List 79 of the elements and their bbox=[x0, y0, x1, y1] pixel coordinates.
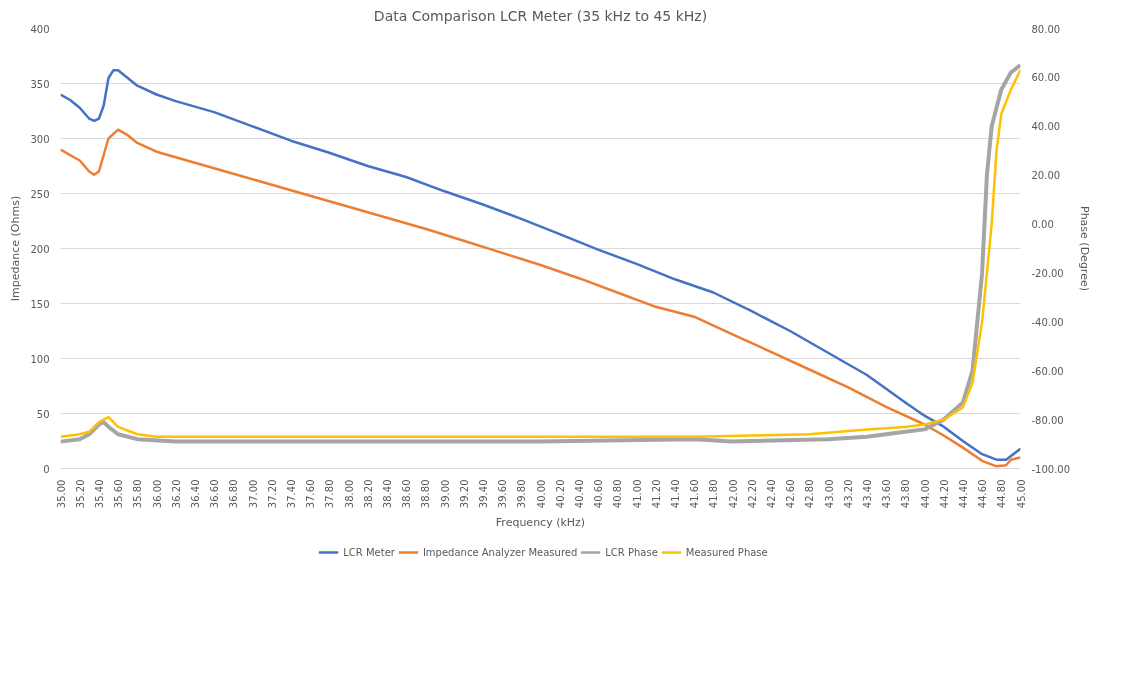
y-tick-label: 300 bbox=[30, 133, 50, 145]
x-tick-label: 41.60 bbox=[689, 479, 701, 509]
x-tick-label: 43.00 bbox=[823, 479, 835, 509]
y2-axis-title: Phase (Degree) bbox=[1078, 206, 1092, 291]
x-tick-label: 44.00 bbox=[919, 479, 931, 509]
y2-tick-label: -60.00 bbox=[1031, 365, 1064, 377]
chart-title: Data Comparison LCR Meter (35 kHz to 45 kHz) bbox=[373, 7, 708, 24]
x-tick-label: 38.40 bbox=[381, 479, 393, 509]
x-tick-label: 37.80 bbox=[324, 479, 336, 509]
y2-tick-label: 20.00 bbox=[1031, 170, 1061, 182]
x-tick-label: 36.80 bbox=[228, 479, 240, 509]
x-tick-label: 38.00 bbox=[343, 479, 355, 509]
x-tick-label: 39.00 bbox=[439, 479, 451, 509]
x-tick-label: 39.60 bbox=[497, 479, 509, 509]
x-tick-label: 37.40 bbox=[285, 479, 297, 509]
y2-tick-label: 0.00 bbox=[1031, 219, 1054, 231]
y2-tick-label: 60.00 bbox=[1031, 72, 1061, 84]
x-tick-label: 35.00 bbox=[55, 479, 67, 509]
y2-tick-label: 40.00 bbox=[1031, 121, 1061, 133]
x-tick-label: 36.40 bbox=[189, 479, 201, 509]
x-tick-label: 36.00 bbox=[151, 479, 163, 509]
x-tick-label: 43.40 bbox=[861, 479, 873, 509]
y2-tick-label: -100.00 bbox=[1031, 463, 1071, 475]
y-tick-label: 250 bbox=[30, 188, 50, 200]
x-tick-label: 42.80 bbox=[804, 479, 816, 509]
x-tick-label: 38.20 bbox=[362, 479, 374, 509]
x-tick-label: 41.80 bbox=[708, 479, 720, 509]
x-tick-label: 39.20 bbox=[458, 479, 470, 509]
x-tick-label: 41.40 bbox=[669, 479, 681, 509]
x-tick-label: 35.20 bbox=[74, 479, 86, 509]
x-tick-label: 43.80 bbox=[900, 479, 912, 509]
x-tick-label: 40.40 bbox=[573, 479, 585, 509]
x-tick-label: 44.40 bbox=[957, 479, 969, 509]
x-axis-title: Frequency (kHz) bbox=[495, 516, 586, 530]
x-tick-label: 44.60 bbox=[977, 479, 989, 509]
x-tick-label: 35.60 bbox=[113, 479, 125, 509]
legend-label: LCR Meter bbox=[343, 546, 395, 558]
x-tick-label: 39.80 bbox=[516, 479, 528, 509]
x-tick-label: 40.00 bbox=[535, 479, 547, 509]
x-tick-label: 35.40 bbox=[93, 479, 105, 509]
y2-tick-label: -20.00 bbox=[1031, 267, 1064, 279]
x-tick-label: 40.20 bbox=[554, 479, 566, 509]
x-tick-label: 41.20 bbox=[650, 479, 662, 509]
x-tick-label: 41.00 bbox=[631, 479, 643, 509]
x-tick-label: 37.20 bbox=[266, 479, 278, 509]
y-tick-label: 150 bbox=[30, 298, 50, 310]
x-tick-label: 39.40 bbox=[477, 479, 489, 509]
x-tick-label: 42.40 bbox=[765, 479, 777, 509]
y2-tick-label: 80.00 bbox=[1031, 23, 1061, 35]
x-tick-label: 35.80 bbox=[132, 479, 144, 509]
y-tick-label: 350 bbox=[30, 78, 50, 90]
y2-tick-label: -80.00 bbox=[1031, 414, 1064, 426]
x-tick-label: 38.60 bbox=[401, 479, 413, 509]
x-tick-label: 43.20 bbox=[842, 479, 854, 509]
x-tick-label: 37.00 bbox=[247, 479, 259, 509]
x-tick-label: 36.20 bbox=[170, 479, 182, 509]
x-tick-label: 42.20 bbox=[746, 479, 758, 509]
legend-label: LCR Phase bbox=[605, 546, 658, 558]
x-tick-label: 40.60 bbox=[593, 479, 605, 509]
x-tick-label: 38.80 bbox=[420, 479, 432, 509]
y-axis-title: Impedance (Ohms) bbox=[9, 195, 23, 302]
x-tick-label: 40.80 bbox=[612, 479, 624, 509]
x-tick-label: 43.60 bbox=[881, 479, 893, 509]
line-series bbox=[60, 128, 1021, 468]
y2-tick-label: -40.00 bbox=[1031, 316, 1064, 328]
y-tick-label: 50 bbox=[36, 408, 50, 420]
x-tick-label: 44.80 bbox=[996, 479, 1008, 509]
x-tick-label: 42.00 bbox=[727, 479, 739, 509]
x-tick-label: 37.60 bbox=[305, 479, 317, 509]
x-tick-label: 44.20 bbox=[938, 479, 950, 509]
x-tick-label: 45.00 bbox=[1015, 479, 1027, 509]
legend-label: Measured Phase bbox=[685, 546, 768, 558]
y-tick-label: 0 bbox=[43, 463, 50, 475]
x-tick-label: 36.60 bbox=[209, 479, 221, 509]
y-tick-label: 400 bbox=[30, 23, 50, 35]
x-tick-label: 42.60 bbox=[785, 479, 797, 509]
y-tick-label: 100 bbox=[30, 353, 50, 365]
y-tick-label: 200 bbox=[30, 243, 50, 255]
legend-label: Impedance Analyzer Measured bbox=[422, 546, 578, 558]
